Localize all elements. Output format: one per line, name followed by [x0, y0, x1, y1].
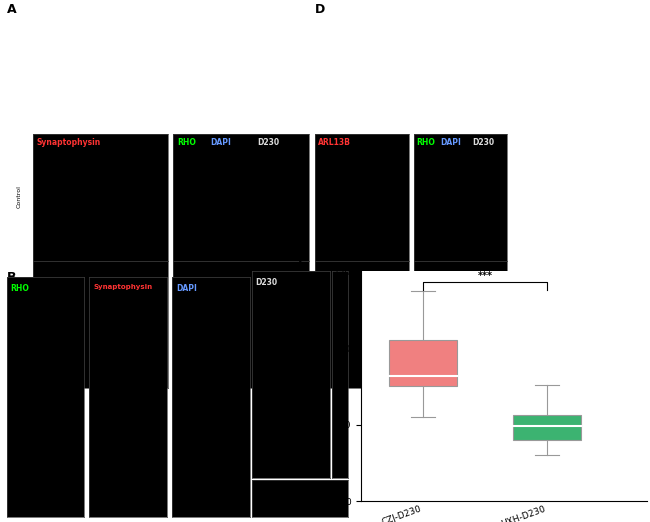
Text: RHO: RHO	[177, 138, 196, 147]
Bar	[389, 340, 457, 386]
Text: D230: D230	[473, 138, 495, 147]
Text: DAPI: DAPI	[176, 284, 197, 293]
Text: Synaptophysin: Synaptophysin	[36, 138, 101, 147]
Bar	[513, 416, 582, 440]
Text: RHO: RHO	[417, 138, 436, 147]
Text: B: B	[6, 271, 16, 284]
Text: ARL13B: ARL13B	[318, 138, 351, 147]
Text: C: C	[252, 271, 261, 284]
Text: A: A	[6, 3, 16, 16]
Text: D: D	[315, 3, 326, 16]
Y-axis label: No. of cilia(ARL13B)/Field: No. of cilia(ARL13B)/Field	[322, 338, 331, 434]
Text: Synaptophysin: Synaptophysin	[93, 284, 152, 290]
Text: E: E	[298, 258, 306, 271]
Text: DAPI: DAPI	[440, 138, 461, 147]
Text: DAPI: DAPI	[210, 138, 231, 147]
Text: ***: ***	[478, 271, 493, 281]
Text: D230: D230	[257, 138, 280, 147]
Text: Control: Control	[16, 185, 21, 208]
Text: PDE6B Patient: PDE6B Patient	[16, 303, 21, 348]
Text: D230: D230	[255, 278, 278, 287]
Text: RHO: RHO	[10, 284, 29, 293]
